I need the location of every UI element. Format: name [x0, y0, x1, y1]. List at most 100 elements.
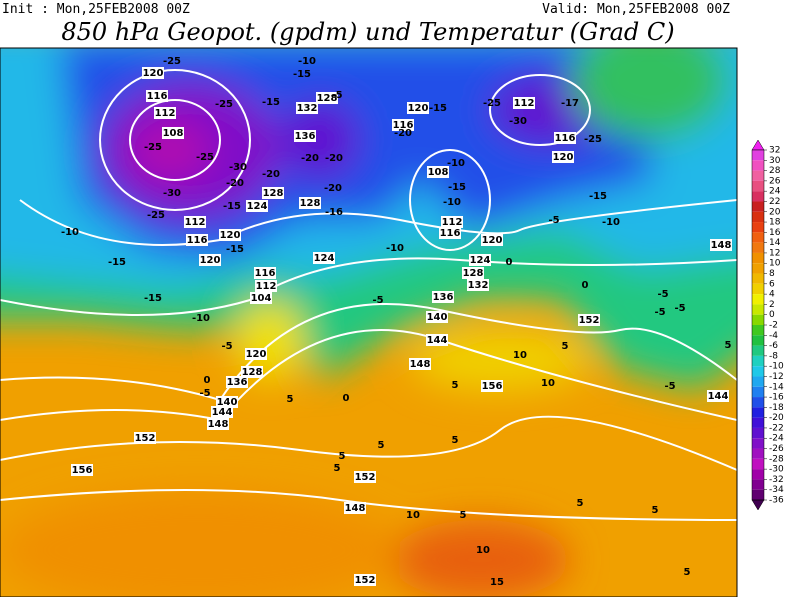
temperature-label: -20: [325, 153, 343, 164]
geopotential-label-box: [481, 234, 503, 246]
geopotential-label: 132: [468, 280, 489, 291]
temperature-label: -25: [144, 142, 162, 153]
temperature-label: -5: [331, 90, 342, 101]
temperature-label: -5: [548, 215, 559, 226]
colorbar-band: [752, 469, 764, 480]
colorbar-band: [752, 427, 764, 439]
temperature-label: 5: [577, 498, 584, 509]
geopotential-label-box: [710, 239, 732, 251]
geopotential-label-box: [71, 464, 93, 476]
geopotential-label-box: [207, 418, 229, 430]
colorbar-label: -16: [769, 393, 784, 403]
geopotential-label: 136: [227, 377, 248, 388]
colorbar-label: -10: [769, 362, 784, 372]
colorbar-label: -2: [769, 321, 778, 331]
geopotential-label: 112: [256, 281, 277, 292]
geopotential-label-box: [296, 102, 318, 114]
temperature-label: -10: [192, 313, 210, 324]
geopotential-label: 156: [72, 465, 93, 476]
geopotential-label-box: [552, 151, 574, 163]
colorbar-band: [752, 458, 764, 470]
colorbar-label: 30: [769, 156, 781, 166]
temperature-label: 0: [343, 393, 350, 404]
temperature-label: -17: [561, 98, 579, 109]
geopotential-label: 116: [393, 120, 414, 131]
colorbar-band: [752, 325, 764, 336]
geopotential-label-box: [299, 197, 321, 209]
geopotential-label-box: [186, 234, 208, 246]
geopotential-label-box: [441, 216, 463, 228]
colorbar-label: -32: [769, 475, 784, 485]
geopotential-label: 120: [143, 68, 164, 79]
colorbar-label: -24: [769, 434, 784, 444]
geopotential-label: 136: [433, 292, 454, 303]
geopotential-label: 120: [482, 235, 503, 246]
colorbar-label: 18: [769, 218, 781, 228]
temperature-label: -5: [674, 303, 685, 314]
colorbar-label: -6: [769, 341, 778, 351]
colorbar-band: [752, 407, 764, 418]
colorbar-band: [752, 232, 764, 243]
temperature-label: -25: [196, 152, 214, 163]
colorbar-label: 0: [769, 310, 775, 320]
temperature-label: -5: [654, 307, 665, 318]
colorbar-band: [752, 376, 764, 387]
colorbar-band: [752, 314, 764, 325]
geopotential-label-box: [255, 280, 277, 292]
geopotential-label: 148: [208, 419, 229, 430]
colorbar-band: [752, 366, 764, 377]
colorbar-label: 8: [769, 269, 775, 279]
temperature-label: 5: [684, 567, 691, 578]
colorbar-band: [752, 283, 764, 295]
geopotential-label-box: [313, 252, 335, 264]
temperature-label: -10: [298, 56, 316, 67]
geopotential-label-box: [250, 292, 272, 304]
geopotential-label-box: [392, 119, 414, 131]
temperature-label: -30: [229, 162, 247, 173]
colorbar-label: 20: [769, 207, 781, 217]
colorbar-band: [752, 201, 764, 212]
colorbar-label: -18: [769, 403, 784, 413]
valid-time: Valid: Mon,25FEB2008 00Z: [542, 2, 730, 17]
temperature-label: -25: [215, 99, 233, 110]
temperature-label: 5: [460, 510, 467, 521]
temperature-field: [0, 48, 737, 597]
geopotential-label: 144: [212, 407, 233, 418]
colorbar-cap: [751, 499, 765, 511]
colorbar-label: 32: [769, 146, 780, 156]
geopotential-label-box: [199, 254, 221, 266]
temperature-label: 5: [378, 440, 385, 451]
colorbar-label: -20: [769, 413, 784, 423]
colorbar-band: [752, 170, 764, 181]
colorbar-label: -28: [769, 454, 784, 464]
geopotential-label: 132: [297, 103, 318, 114]
temperature-label: -10: [447, 158, 465, 169]
geopotential-label: 120: [553, 152, 574, 163]
colorbar-label: -14: [769, 382, 784, 392]
init-time: Init : Mon,25FEB2008 00Z: [2, 2, 190, 17]
temperature-label: -10: [443, 197, 461, 208]
temperature-label: 5: [652, 505, 659, 516]
geopotential-label: 152: [579, 315, 600, 326]
geopotential-label-box: [142, 67, 164, 79]
temperature-label: -20: [262, 169, 280, 180]
temperature-label: -25: [483, 98, 501, 109]
colorbar-label: -12: [769, 372, 784, 382]
geopotential-label: 144: [708, 391, 729, 402]
geopotential-label-box: [578, 314, 600, 326]
colorbar-band: [752, 191, 764, 202]
colorbar-band: [752, 355, 764, 367]
geopotential-label-box: [216, 396, 238, 408]
geopotential-label-box: [439, 227, 461, 239]
geopotential-label: 128: [300, 198, 321, 209]
colorbar-band: [752, 386, 764, 398]
colorbar-band: [752, 345, 764, 356]
temperature-label: -15: [223, 201, 241, 212]
geopotential-label-box: [146, 90, 168, 102]
geopotential-label: 152: [355, 472, 376, 483]
geopotential-label: 124: [314, 253, 335, 264]
colorbar-label: 4: [769, 290, 775, 300]
geopotential-label: 120: [246, 349, 267, 360]
temperature-label: -20: [394, 128, 412, 139]
colorbar-label: 24: [769, 187, 781, 197]
